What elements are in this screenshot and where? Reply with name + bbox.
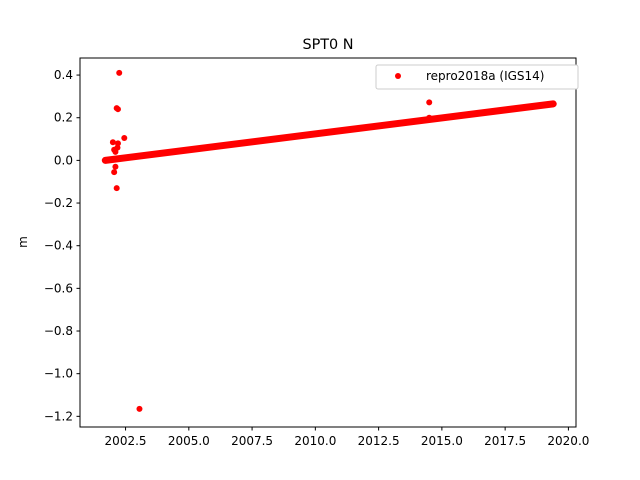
y-tick-label: −0.6 <box>44 281 73 295</box>
x-tick-label: 2012.5 <box>358 434 400 448</box>
y-tick-label: 0.4 <box>54 68 73 82</box>
data-point <box>113 185 120 192</box>
data-point <box>116 69 123 76</box>
y-tick-label: −1.0 <box>44 367 73 381</box>
data-point <box>426 99 433 106</box>
x-tick-label: 2007.5 <box>231 434 273 448</box>
data-point <box>426 114 433 121</box>
y-tick-label: −0.2 <box>44 196 73 210</box>
plot-area <box>101 69 557 412</box>
y-tick-label: −0.4 <box>44 239 73 253</box>
data-point <box>114 106 121 113</box>
y-tick-label: −0.8 <box>44 324 73 338</box>
data-point <box>111 169 118 176</box>
data-point <box>114 144 121 151</box>
x-tick-label: 2020.0 <box>547 434 589 448</box>
chart-title: SPT0 N <box>302 37 353 53</box>
y-axis-label: m <box>16 236 30 248</box>
data-point <box>121 134 128 141</box>
x-tick-label: 2015.0 <box>421 434 463 448</box>
y-tick-label: −1.2 <box>44 409 73 423</box>
legend-marker <box>395 73 401 79</box>
y-axis: 0.4 0.2 0.0 −0.2 −0.4 −0.6 −0.8 −1.0 −1.2 <box>44 68 80 423</box>
y-tick-label: 0.0 <box>54 153 73 167</box>
data-point <box>112 163 119 170</box>
x-tick-label: 2002.5 <box>105 434 147 448</box>
x-tick-label: 2010.0 <box>294 434 336 448</box>
x-axis: 2002.5 2005.0 2007.5 2010.0 2012.5 2015.0 2017… <box>105 427 589 448</box>
x-tick-label: 2005.0 <box>168 434 210 448</box>
legend: repro2018a (IGS14) <box>375 64 579 90</box>
data-point <box>109 139 116 146</box>
legend-label: repro2018a (IGS14) <box>426 69 544 83</box>
series-trend-points <box>101 100 557 164</box>
legend-box <box>375 64 579 90</box>
data-point <box>136 405 143 412</box>
axes-frame <box>79 57 577 428</box>
y-tick-label: 0.2 <box>54 111 73 125</box>
x-tick-label: 2017.5 <box>484 434 526 448</box>
